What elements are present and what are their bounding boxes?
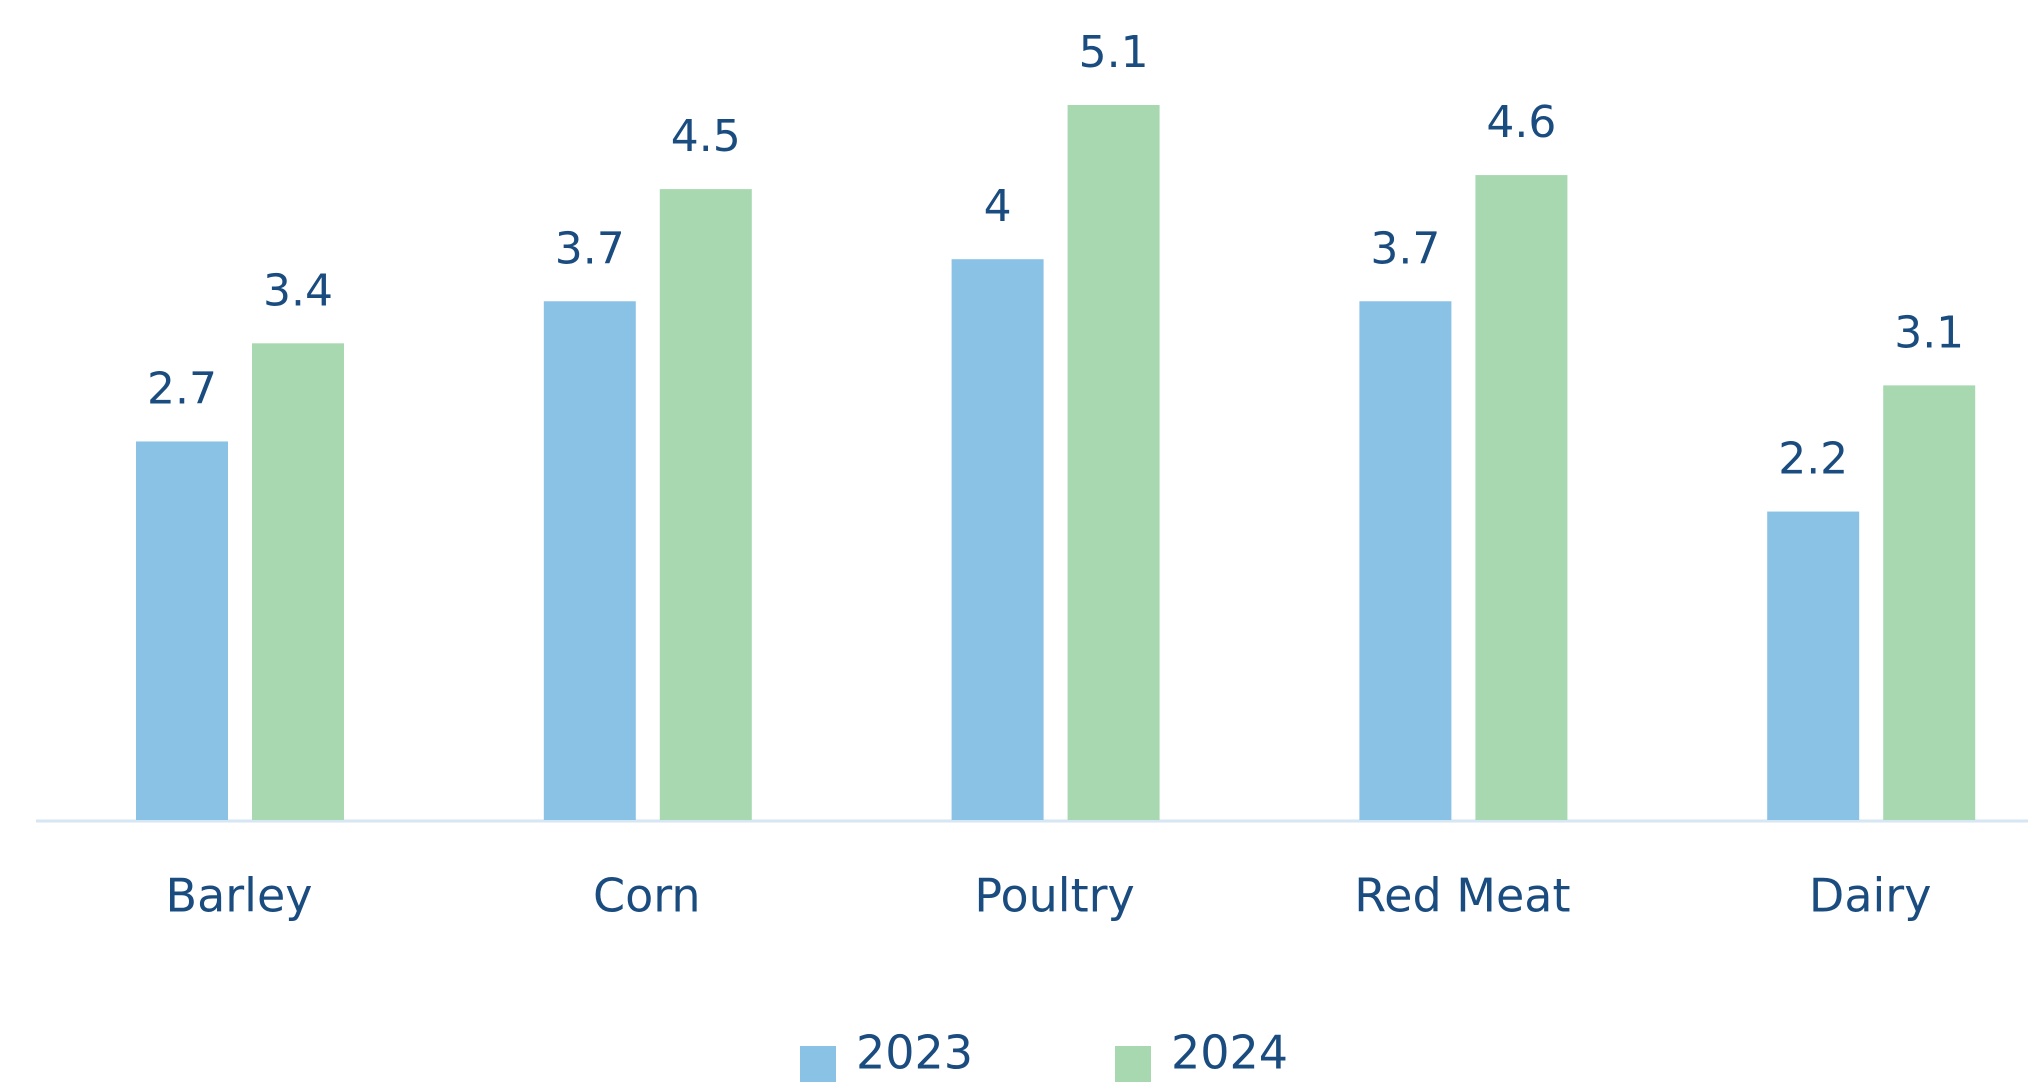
legend-swatch (1115, 1046, 1151, 1082)
x-tick-label: Corn (593, 869, 701, 923)
bar (543, 301, 636, 820)
value-label: 2.2 (1778, 434, 1848, 485)
x-tick-label: Poultry (974, 869, 1134, 923)
bar (1475, 175, 1568, 820)
value-label: 2.7 (147, 363, 217, 414)
bar (136, 441, 228, 820)
bar (1767, 511, 1860, 820)
value-label: 5.1 (1079, 27, 1149, 78)
bar (951, 259, 1044, 820)
bar (1883, 385, 1976, 820)
x-tick-label: Barley (166, 869, 313, 923)
value-label: 4 (984, 181, 1012, 232)
value-label: 4.6 (1486, 97, 1556, 148)
value-label: 3.7 (555, 223, 625, 274)
value-label: 3.7 (1370, 223, 1440, 274)
legend-label: 2024 (1171, 1026, 1288, 1080)
bar (252, 343, 344, 820)
value-label: 3.1 (1894, 307, 1964, 358)
bar (659, 189, 752, 821)
value-label: 4.5 (671, 111, 741, 162)
x-tick-label: Red Meat (1354, 869, 1570, 923)
value-label: 3.4 (263, 265, 333, 316)
legend-label: 2023 (856, 1026, 973, 1080)
x-tick-label: Dairy (1809, 869, 1932, 923)
bar (1359, 301, 1452, 820)
bar (1067, 104, 1160, 821)
legend-swatch (800, 1046, 836, 1082)
